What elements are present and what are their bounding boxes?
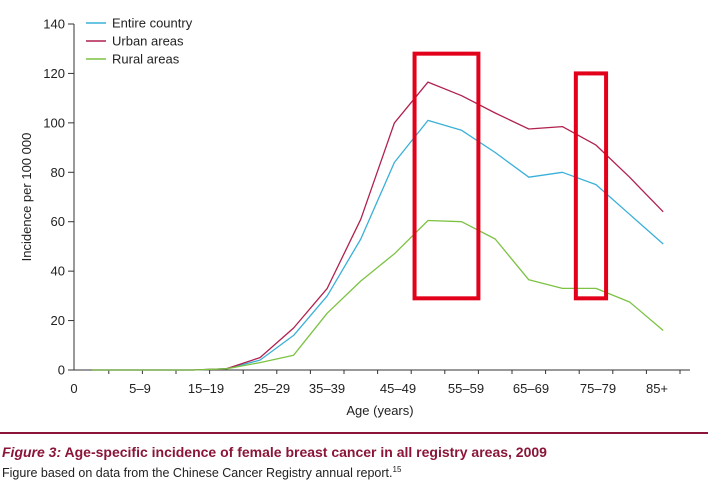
legend-label-entire-country: Entire country bbox=[112, 16, 193, 31]
x-tick-label: 85+ bbox=[646, 381, 668, 396]
caption-text: Figure based on data from the Chinese Ca… bbox=[2, 465, 401, 480]
y-tick-label: 0 bbox=[58, 363, 65, 378]
series-lines bbox=[92, 81, 664, 371]
x-tick-label: 35–39 bbox=[309, 381, 345, 396]
caption-reference: 15 bbox=[392, 465, 402, 474]
x-tick-label: 75–79 bbox=[580, 381, 616, 396]
caption-body: Figure based on data from the Chinese Ca… bbox=[2, 466, 393, 481]
line-chart: 0 20 40 60 80 100 120 140 0 5–9 15–19 25–29 35–39 45–… bbox=[19, 16, 690, 418]
figure-label: Figure 3: bbox=[2, 444, 62, 460]
highlight-box-2 bbox=[573, 71, 609, 301]
caption-rule bbox=[0, 432, 708, 434]
legend-label-urban-areas: Urban areas bbox=[112, 34, 184, 49]
y-tick-label: 100 bbox=[43, 115, 65, 130]
highlight-box-1 bbox=[412, 51, 481, 301]
legend: Entire country Urban areas Rural areas bbox=[86, 16, 193, 67]
y-tick-label: 20 bbox=[51, 313, 65, 328]
caption-title-text: Age-specific incidence of female breast … bbox=[61, 444, 547, 460]
legend-label-rural-areas: Rural areas bbox=[112, 52, 180, 67]
axes: 0 20 40 60 80 100 120 140 0 5–9 15–19 25–29 35–39 45–… bbox=[43, 17, 690, 396]
x-tick-label: 0 bbox=[70, 381, 77, 396]
y-tick-label: 80 bbox=[51, 165, 65, 180]
x-axis-title: Age (years) bbox=[346, 403, 413, 418]
figure-caption: Figure 3: Age-specific incidence of fema… bbox=[0, 432, 708, 493]
x-tick-label: 25–29 bbox=[254, 381, 290, 396]
x-tick-label: 15–19 bbox=[188, 381, 224, 396]
y-tick-label: 40 bbox=[51, 264, 65, 279]
x-tick-label: 45–49 bbox=[380, 381, 416, 396]
annotations bbox=[412, 51, 609, 301]
y-tick-label: 60 bbox=[51, 214, 65, 229]
y-tick-label: 140 bbox=[43, 17, 65, 32]
x-tick-label: 5–9 bbox=[129, 381, 151, 396]
y-axis-title: Incidence per 100 000 bbox=[19, 133, 34, 262]
y-tick-label: 120 bbox=[43, 66, 65, 81]
caption-title: Figure 3: Age-specific incidence of fema… bbox=[2, 444, 547, 460]
series-line-rural-areas bbox=[92, 219, 664, 371]
x-tick-label: 55–59 bbox=[448, 381, 484, 396]
x-tick-label: 65–69 bbox=[513, 381, 549, 396]
